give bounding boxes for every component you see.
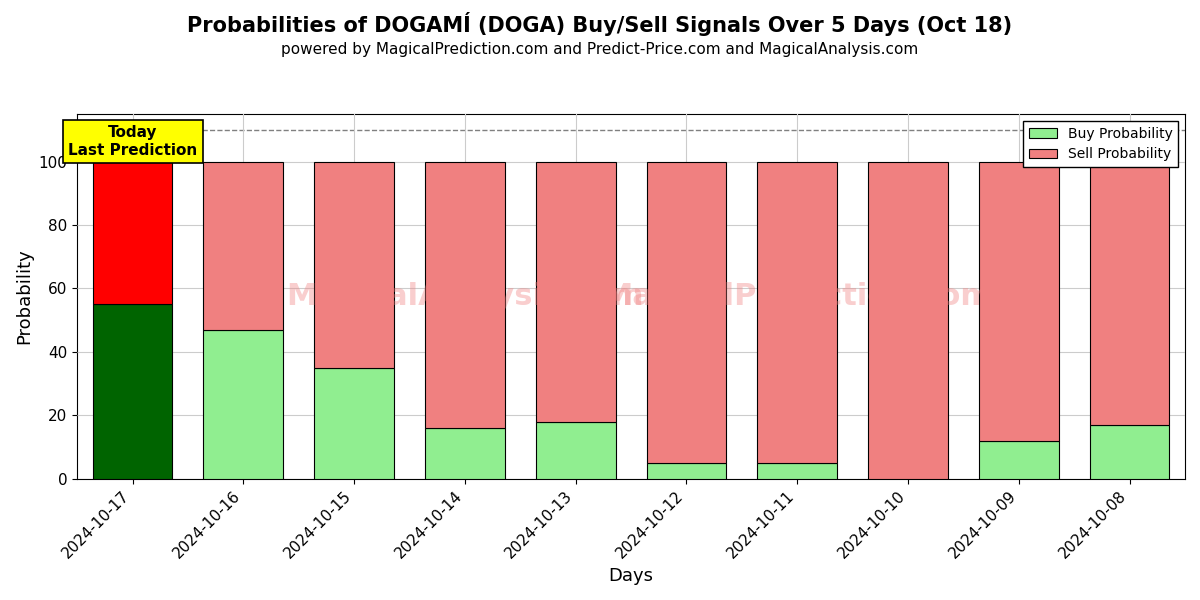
Text: MagicalPrediction.com: MagicalPrediction.com	[602, 282, 992, 311]
Bar	[1090, 425, 1170, 479]
Text: powered by MagicalPrediction.com and Predict-Price.com and MagicalAnalysis.com: powered by MagicalPrediction.com and Pre…	[281, 42, 919, 57]
Bar	[647, 161, 726, 463]
X-axis label: Days: Days	[608, 567, 654, 585]
Bar	[979, 161, 1058, 441]
Bar	[314, 161, 394, 368]
Text: Probabilities of DOGAMÍ (DOGA) Buy/Sell Signals Over 5 Days (Oct 18): Probabilities of DOGAMÍ (DOGA) Buy/Sell …	[187, 12, 1013, 36]
Bar	[647, 463, 726, 479]
Bar	[425, 161, 505, 428]
Bar	[204, 161, 283, 330]
Bar	[92, 304, 173, 479]
Y-axis label: Probability: Probability	[14, 248, 32, 344]
Bar	[979, 441, 1058, 479]
Bar	[536, 161, 616, 422]
Bar	[92, 161, 173, 304]
Bar	[868, 161, 948, 479]
Bar	[425, 428, 505, 479]
Bar	[757, 161, 838, 463]
Bar	[1090, 161, 1170, 425]
Bar	[536, 422, 616, 479]
Bar	[757, 463, 838, 479]
Bar	[204, 330, 283, 479]
Text: Today
Last Prediction: Today Last Prediction	[68, 125, 197, 158]
Text: MagicalAnalysis.com: MagicalAnalysis.com	[286, 282, 643, 311]
Bar	[314, 368, 394, 479]
Legend: Buy Probability, Sell Probability: Buy Probability, Sell Probability	[1024, 121, 1178, 167]
